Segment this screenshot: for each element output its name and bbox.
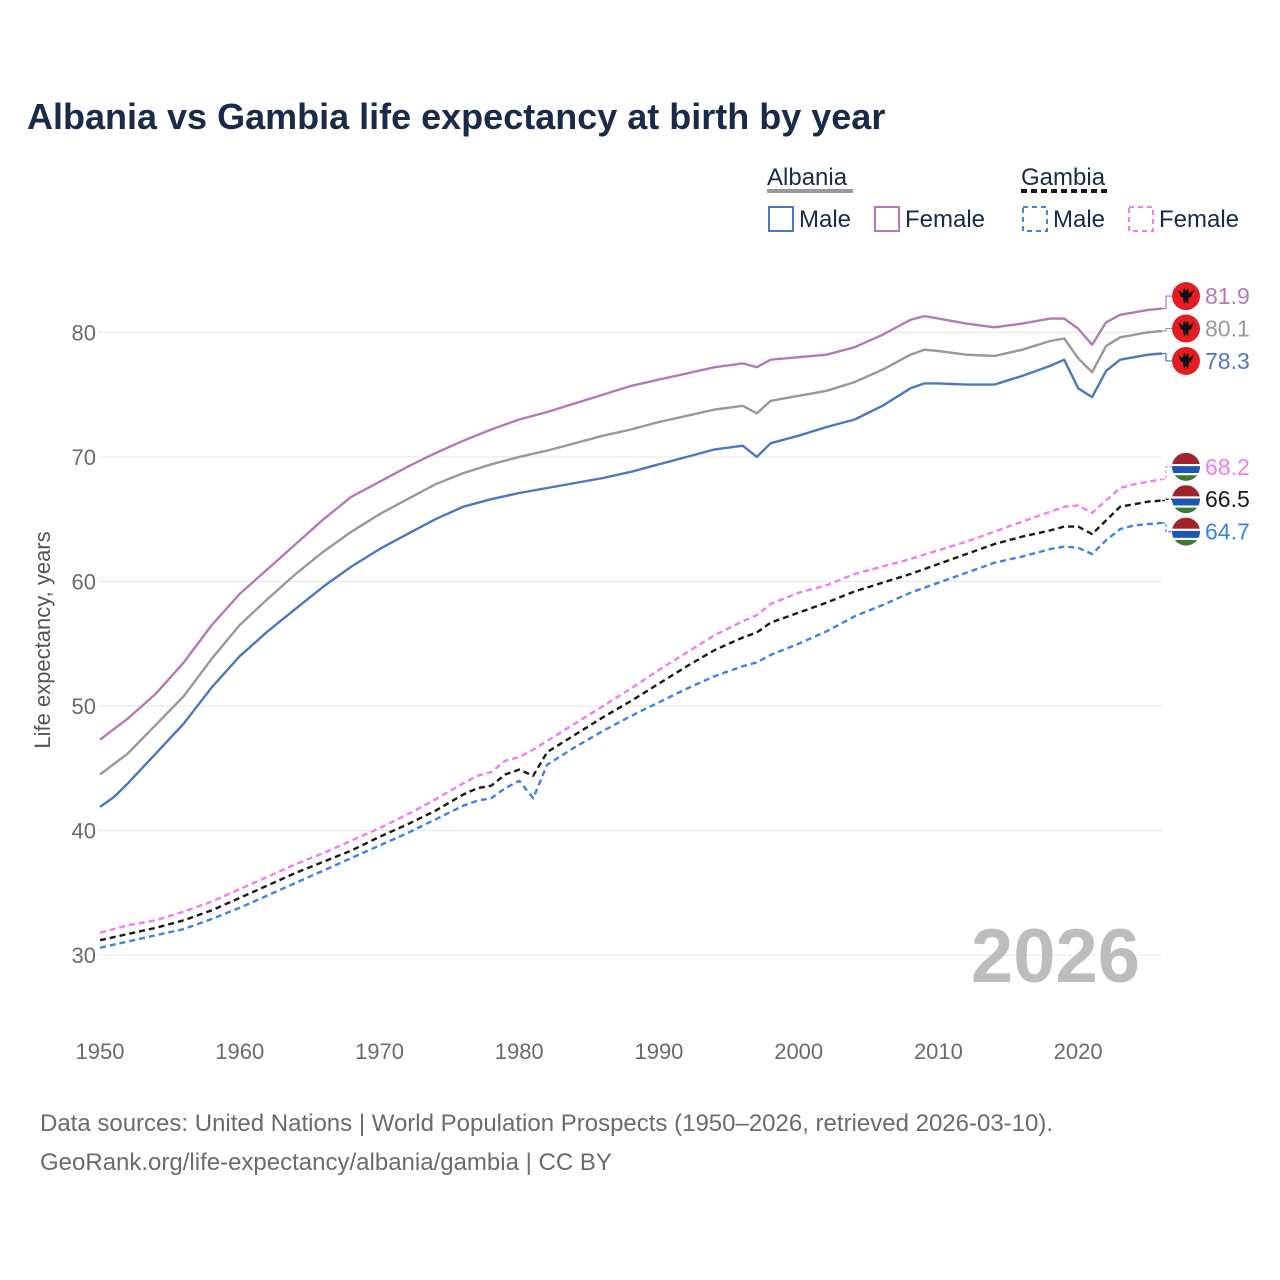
- end-label-gambia: 66.5: [1162, 485, 1250, 514]
- x-tick-label: 2010: [914, 1039, 963, 1064]
- series-line-albania-both: [99, 329, 1163, 776]
- legend-gambia-male-label[interactable]: Male: [1053, 206, 1105, 233]
- legend: Albania Gambia Male Female Male Female: [767, 164, 1239, 233]
- label-connector: [1162, 352, 1172, 362]
- label-connector: [1162, 327, 1172, 332]
- eagle-icon: [1178, 320, 1194, 337]
- y-axis-label: Life expectancy, years: [30, 531, 55, 748]
- end-label-albania: 81.9: [1162, 282, 1250, 311]
- legend-gambia-female-label[interactable]: Female: [1159, 206, 1239, 233]
- end-label-albania: 78.3: [1162, 346, 1250, 375]
- series-line-albania-female: [99, 307, 1163, 741]
- y-tick-label: 80: [72, 320, 96, 345]
- label-connector: [1162, 466, 1172, 480]
- gambia-flag-icon: [1172, 452, 1200, 481]
- legend-gambia-male-swatch[interactable]: [1022, 206, 1048, 232]
- label-connector: [1162, 295, 1172, 310]
- y-tick-label: 60: [72, 569, 96, 594]
- series-line-gambia-male: [99, 521, 1163, 949]
- chart-title: Albania vs Gambia life expectancy at bir…: [27, 96, 885, 137]
- credit-text: GeoRank.org/life-expectancy/albania/gamb…: [40, 1149, 612, 1176]
- legend-group-albania: Albania: [767, 164, 848, 191]
- series-line-gambia-both: [99, 499, 1163, 942]
- series-lines: [99, 307, 1163, 949]
- gambia-flag-icon: [1172, 485, 1200, 514]
- y-tick-label: 70: [72, 445, 96, 470]
- x-axis-ticks: 1950 1960 1970 1980 1990 2000 2010 2020: [76, 1039, 1103, 1064]
- legend-albania-male-swatch[interactable]: [768, 206, 794, 232]
- end-value-label: 80.1: [1205, 316, 1250, 342]
- year-watermark: 2026: [971, 914, 1140, 999]
- source-text: Data sources: United Nations | World Pop…: [40, 1110, 1053, 1137]
- end-label-gambia: 68.2: [1162, 452, 1250, 481]
- end-labels: 81.9 80.1 78.3 68.2 66.5 64.7: [1162, 282, 1250, 546]
- label-connector: [1162, 498, 1172, 502]
- x-tick-label: 1960: [215, 1039, 264, 1064]
- legend-group-gambia: Gambia: [1021, 164, 1106, 191]
- end-value-label: 78.3: [1205, 348, 1250, 374]
- gambia-flag-icon: [1172, 517, 1200, 546]
- end-value-label: 64.7: [1205, 519, 1250, 545]
- end-label-gambia: 64.7: [1162, 517, 1250, 546]
- legend-albania-female-swatch[interactable]: [874, 206, 900, 232]
- x-tick-label: 1990: [634, 1039, 683, 1064]
- x-tick-label: 2020: [1054, 1039, 1103, 1064]
- grid: [98, 331, 1162, 956]
- legend-gambia-female-swatch[interactable]: [1128, 206, 1154, 232]
- y-axis-ticks: 30 40 50 60 70 80: [72, 320, 96, 968]
- label-connector: [1162, 522, 1172, 533]
- y-tick-label: 50: [72, 694, 96, 719]
- y-tick-label: 40: [72, 819, 96, 844]
- eagle-icon: [1178, 288, 1194, 305]
- legend-albania-female-label[interactable]: Female: [905, 206, 985, 233]
- end-value-label: 68.2: [1205, 454, 1250, 480]
- y-tick-label: 30: [72, 943, 96, 968]
- x-tick-label: 2000: [774, 1039, 823, 1064]
- end-label-albania: 80.1: [1162, 314, 1250, 343]
- eagle-icon: [1178, 352, 1194, 369]
- x-tick-label: 1970: [355, 1039, 404, 1064]
- legend-albania-male-label[interactable]: Male: [799, 206, 851, 233]
- end-value-label: 81.9: [1205, 283, 1250, 309]
- x-tick-label: 1980: [495, 1039, 544, 1064]
- series-line-albania-male: [99, 352, 1163, 808]
- series-line-gambia-female: [99, 478, 1163, 934]
- end-value-label: 66.5: [1205, 486, 1250, 512]
- x-tick-label: 1950: [76, 1039, 125, 1064]
